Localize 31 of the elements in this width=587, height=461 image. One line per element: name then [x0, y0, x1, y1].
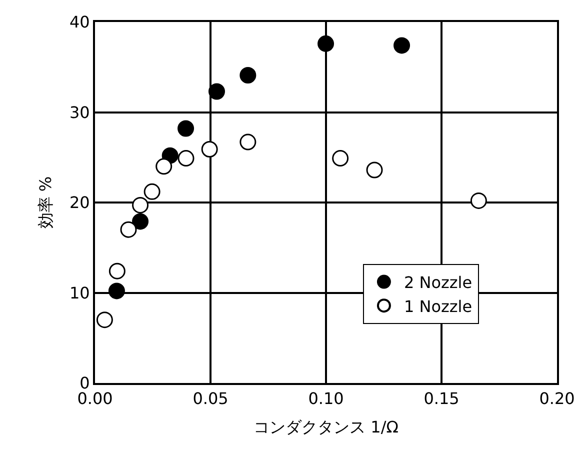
point — [108, 262, 126, 280]
y-tick-label: 30 — [69, 102, 90, 122]
point — [201, 141, 218, 158]
x-tick-label: 0.10 — [308, 389, 344, 408]
x-tick-label: 0.20 — [539, 389, 575, 408]
point — [96, 312, 113, 328]
y-axis-title: 効率 % — [36, 176, 55, 229]
point — [318, 35, 334, 52]
legend-label: 2 Nozzle — [404, 273, 472, 292]
point — [108, 282, 125, 300]
y-tick-label: 20 — [69, 193, 90, 212]
y-tick-label: 40 — [69, 12, 90, 32]
point — [144, 183, 160, 200]
point — [394, 37, 410, 54]
x-axis-title: コンダクタンス 1/Ω — [254, 417, 398, 436]
point — [156, 158, 172, 175]
point — [132, 213, 149, 230]
point — [178, 150, 194, 167]
point — [240, 134, 256, 150]
y-tick-label: 10 — [69, 283, 90, 302]
point — [132, 196, 149, 214]
point — [178, 120, 194, 137]
x-tick-label: 0.05 — [192, 389, 228, 408]
point — [366, 162, 383, 178]
legend-label: 1 Nozzle — [404, 296, 472, 316]
point — [240, 67, 256, 84]
point — [332, 150, 349, 167]
point — [120, 221, 137, 238]
point — [470, 192, 487, 209]
point — [208, 83, 225, 100]
x-tick-label: 0.15 — [424, 389, 460, 408]
